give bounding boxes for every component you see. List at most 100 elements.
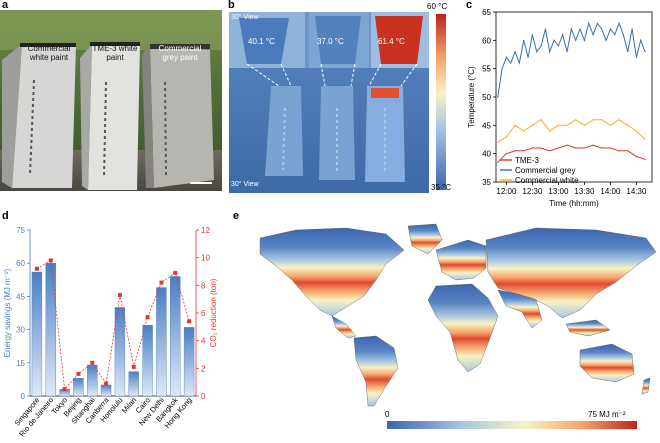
data-point — [557, 147, 559, 149]
bar-canberra — [100, 384, 112, 397]
colorbar-b-min: 35 °C — [431, 183, 452, 192]
left-tick-label: 30 — [16, 326, 25, 335]
left-tick-label: 60 — [16, 259, 25, 268]
left-axis-label: Energy savings (MJ m⁻²) — [3, 268, 12, 357]
data-point — [505, 153, 507, 155]
data-point — [566, 124, 568, 126]
continent-se-asia — [565, 319, 611, 337]
data-point — [644, 158, 646, 160]
data-point — [627, 51, 629, 53]
co2-point — [117, 293, 122, 298]
data-point — [523, 39, 525, 41]
bar-rio-de-janeiro — [45, 263, 56, 397]
data-point — [583, 39, 585, 41]
continent-australia — [579, 343, 635, 383]
data-point — [549, 150, 551, 152]
building-tme3 — [80, 42, 140, 190]
right-tick-label: 10 — [201, 254, 210, 263]
continent-south-asia — [497, 289, 543, 329]
data-point — [583, 124, 585, 126]
data-point — [523, 130, 525, 132]
data-point — [635, 130, 637, 132]
data-point — [557, 124, 559, 126]
data-point — [618, 150, 620, 152]
data-point — [497, 141, 499, 143]
label-commercial-grey: Commercial grey paint — [158, 44, 202, 62]
data-point — [531, 124, 533, 126]
colorbar-e-min: 0 — [385, 410, 390, 419]
label-commercial-white: Commercial white paint — [27, 44, 71, 62]
legend-label: Commercial white — [515, 176, 579, 185]
y-tick-label: 65 — [482, 8, 491, 17]
data-point — [544, 28, 546, 30]
panel-b-thermal-image — [229, 12, 429, 193]
view-label-top: 30° View — [231, 14, 259, 21]
continent-asia — [485, 227, 657, 319]
data-point — [531, 34, 533, 36]
data-point — [627, 124, 629, 126]
data-point — [644, 138, 646, 141]
co2-point — [76, 371, 81, 376]
data-point — [640, 39, 642, 41]
x-tick-label: 13:00 — [548, 187, 569, 196]
bar-bangkok — [170, 276, 181, 397]
data-point — [575, 147, 577, 149]
right-tick-label: 6 — [201, 309, 206, 318]
data-point — [635, 155, 637, 158]
bar-honolulu — [114, 307, 126, 397]
right-tick-label: 0 — [201, 392, 206, 401]
data-point — [523, 150, 525, 152]
data-point — [575, 119, 577, 121]
left-tick-label: 0 — [21, 392, 26, 401]
data-point — [609, 124, 611, 126]
y-axis-label: Temperature (°C) — [467, 66, 476, 128]
data-point — [579, 28, 581, 30]
co2-point — [159, 280, 164, 285]
panel-e-colorbar — [387, 421, 637, 429]
data-point — [505, 56, 507, 58]
panel-e-world-map — [259, 223, 657, 407]
data-point — [601, 119, 603, 121]
co2-point — [90, 360, 95, 365]
right-tick-label: 2 — [201, 364, 206, 373]
data-point — [605, 39, 607, 41]
continent-south-america — [353, 335, 399, 407]
data-point — [627, 150, 629, 152]
panel-a-label: a — [2, 0, 9, 11]
co2-point — [173, 270, 178, 275]
x-tick-label: 14:00 — [600, 187, 621, 196]
bar-shanghai — [87, 364, 98, 397]
data-point — [514, 124, 516, 126]
bar-singapore — [31, 271, 43, 397]
data-point — [540, 45, 542, 47]
data-point — [618, 119, 620, 121]
data-point — [644, 51, 646, 53]
data-point — [618, 22, 620, 24]
data-point — [566, 144, 568, 146]
colorbar-b-max: 60 °C — [427, 2, 448, 11]
data-point — [588, 22, 590, 24]
data-point — [536, 51, 538, 53]
x-tick-label: 12:00 — [496, 187, 517, 196]
y-tick-label: 50 — [482, 93, 491, 102]
y-tick-label: 35 — [482, 178, 491, 187]
temp-commercial-grey: 61.4 °C — [378, 37, 405, 46]
bar-cairo — [142, 324, 153, 397]
legend-label: TME-3 — [515, 156, 540, 165]
bar-beijing — [73, 378, 84, 397]
left-tick-label: 75 — [16, 226, 25, 235]
y-tick-label: 55 — [482, 65, 491, 74]
data-point — [570, 28, 572, 30]
co2-point — [187, 319, 192, 324]
temp-tme3: 37.0 °C — [317, 37, 344, 46]
panel-c-line-chart: 35 40 45 50 55 60 65 12:00 12:30 13:00 13:30 14:00 1… — [467, 8, 653, 208]
data-point — [601, 28, 603, 30]
right-tick-label: 8 — [201, 281, 206, 290]
series-line-tme-3 — [497, 144, 646, 163]
panel-a-photo — [0, 10, 222, 191]
data-point — [566, 51, 568, 53]
data-point — [601, 147, 603, 149]
data-point — [592, 34, 594, 36]
y-tick-label: 45 — [482, 121, 491, 130]
label-tme3: TME-3 white paint — [92, 44, 138, 62]
